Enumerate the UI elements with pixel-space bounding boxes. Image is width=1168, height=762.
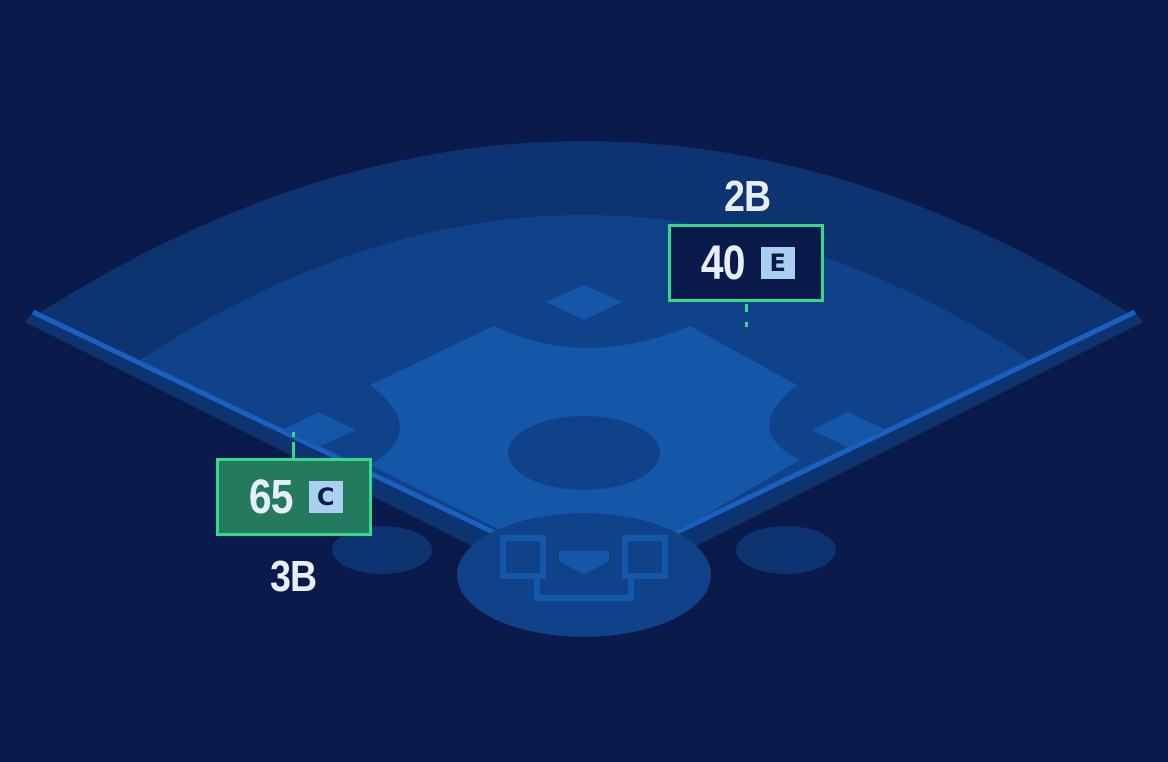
grade-badge: C bbox=[308, 481, 343, 513]
third-base bbox=[282, 412, 356, 447]
on-deck-circle-left bbox=[332, 526, 432, 574]
foul-line-right-chalk bbox=[648, 309, 1137, 548]
rating-value: 40 bbox=[701, 236, 746, 290]
connector-tick-2b-dot bbox=[745, 322, 748, 327]
foul-line-left-chalk bbox=[31, 309, 522, 548]
second-base bbox=[546, 285, 622, 320]
position-label-3b: 3B bbox=[270, 552, 317, 601]
home-plate bbox=[559, 551, 609, 575]
connector-tick-3b bbox=[292, 442, 295, 459]
rating-box-2b[interactable]: 40 E bbox=[668, 224, 824, 302]
rating-value: 65 bbox=[249, 470, 294, 524]
rating-box-3b[interactable]: 65 C bbox=[216, 458, 372, 536]
foul-line-right bbox=[650, 310, 1143, 560]
connector-tick-3b-dot bbox=[292, 432, 295, 437]
on-deck-circle-right bbox=[736, 526, 836, 574]
first-base bbox=[812, 412, 886, 447]
position-label-2b: 2B bbox=[724, 172, 771, 221]
foul-line-left bbox=[25, 310, 520, 560]
pitchers-mound bbox=[508, 416, 660, 490]
grade-badge: E bbox=[760, 247, 795, 279]
batters-boxes bbox=[500, 535, 668, 601]
connector-tick-2b bbox=[745, 304, 748, 312]
